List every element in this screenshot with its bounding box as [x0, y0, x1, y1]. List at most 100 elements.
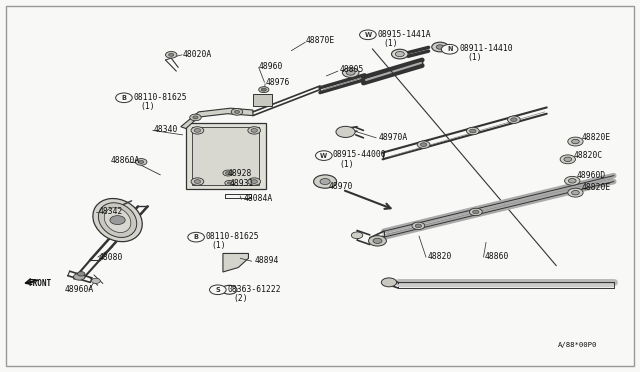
Text: A/88*00P0: A/88*00P0 [557, 342, 597, 348]
Circle shape [139, 160, 144, 163]
Text: S: S [216, 287, 220, 293]
Text: B: B [122, 95, 127, 101]
Text: (2): (2) [234, 294, 248, 303]
Circle shape [467, 127, 479, 135]
Circle shape [511, 118, 517, 122]
Circle shape [227, 182, 231, 184]
Text: 48970A: 48970A [379, 132, 408, 142]
Circle shape [369, 235, 387, 246]
Circle shape [259, 87, 269, 93]
Circle shape [508, 116, 520, 124]
Circle shape [560, 155, 575, 164]
Text: 48340: 48340 [154, 125, 179, 134]
Text: 48084A: 48084A [243, 195, 273, 203]
Text: 48820E: 48820E [582, 133, 611, 142]
Circle shape [360, 30, 376, 39]
Text: B: B [194, 234, 198, 240]
FancyBboxPatch shape [253, 94, 272, 106]
Circle shape [251, 180, 257, 183]
Circle shape [231, 109, 243, 115]
Circle shape [188, 232, 204, 242]
Text: 48976: 48976 [266, 78, 290, 87]
Circle shape [261, 88, 266, 91]
Text: (1): (1) [211, 241, 226, 250]
Circle shape [194, 180, 200, 183]
Ellipse shape [99, 203, 137, 237]
Text: 48820: 48820 [428, 252, 452, 261]
Circle shape [342, 68, 359, 77]
Polygon shape [223, 253, 248, 272]
Circle shape [223, 170, 233, 176]
Circle shape [568, 179, 576, 183]
Circle shape [209, 285, 226, 295]
Circle shape [116, 93, 132, 103]
Circle shape [351, 232, 363, 238]
Text: 08110-81625: 08110-81625 [205, 231, 259, 241]
Circle shape [136, 158, 147, 165]
Text: 08363-61222: 08363-61222 [227, 285, 281, 294]
Circle shape [225, 180, 234, 186]
Circle shape [316, 151, 332, 160]
Circle shape [225, 171, 230, 174]
Circle shape [320, 179, 330, 185]
Text: FRONT: FRONT [29, 279, 52, 288]
Text: W: W [364, 32, 371, 38]
Text: 48805: 48805 [339, 65, 364, 74]
Circle shape [248, 178, 260, 185]
Circle shape [564, 176, 580, 185]
Text: 08915-44000: 08915-44000 [333, 150, 387, 159]
Text: 48020A: 48020A [182, 50, 212, 59]
Circle shape [77, 272, 85, 276]
Circle shape [221, 285, 237, 294]
Circle shape [420, 143, 427, 147]
Text: (1): (1) [140, 102, 154, 111]
Circle shape [74, 273, 85, 280]
Circle shape [432, 42, 449, 52]
Text: 48960: 48960 [259, 62, 283, 71]
Text: 08915-1441A: 08915-1441A [378, 29, 431, 39]
Circle shape [194, 129, 200, 132]
Text: 48970: 48970 [328, 182, 353, 191]
Polygon shape [192, 127, 259, 185]
Circle shape [472, 210, 479, 214]
Text: 48960D: 48960D [577, 171, 606, 180]
Polygon shape [180, 108, 253, 129]
Text: 48870E: 48870E [305, 36, 335, 45]
Text: (1): (1) [384, 39, 399, 48]
Circle shape [251, 129, 257, 132]
Circle shape [166, 51, 177, 58]
Circle shape [92, 278, 100, 283]
Circle shape [568, 137, 583, 146]
Circle shape [248, 127, 260, 134]
Text: 08911-14410: 08911-14410 [460, 44, 513, 52]
Text: 08110-81625: 08110-81625 [134, 93, 187, 102]
Text: 48894: 48894 [254, 256, 278, 265]
Circle shape [442, 44, 458, 54]
Circle shape [234, 110, 239, 113]
Circle shape [412, 222, 425, 230]
Circle shape [373, 238, 382, 243]
Circle shape [572, 190, 579, 195]
Ellipse shape [104, 208, 131, 232]
Text: (1): (1) [467, 53, 481, 62]
Text: N: N [447, 46, 452, 52]
Circle shape [169, 53, 173, 56]
Circle shape [193, 116, 198, 119]
Text: 48960A: 48960A [65, 285, 94, 294]
Circle shape [436, 45, 444, 49]
Circle shape [568, 188, 583, 197]
Circle shape [396, 51, 404, 57]
Text: 48342: 48342 [99, 207, 123, 216]
Circle shape [110, 216, 125, 225]
Circle shape [415, 224, 422, 228]
Text: 48931: 48931 [229, 179, 253, 187]
Ellipse shape [93, 199, 142, 242]
Circle shape [470, 129, 476, 133]
Circle shape [191, 178, 204, 185]
Circle shape [381, 278, 397, 287]
Circle shape [314, 175, 337, 188]
Text: 48860: 48860 [484, 252, 509, 261]
Circle shape [346, 70, 355, 75]
Circle shape [189, 114, 201, 121]
Text: 48928: 48928 [227, 169, 252, 178]
